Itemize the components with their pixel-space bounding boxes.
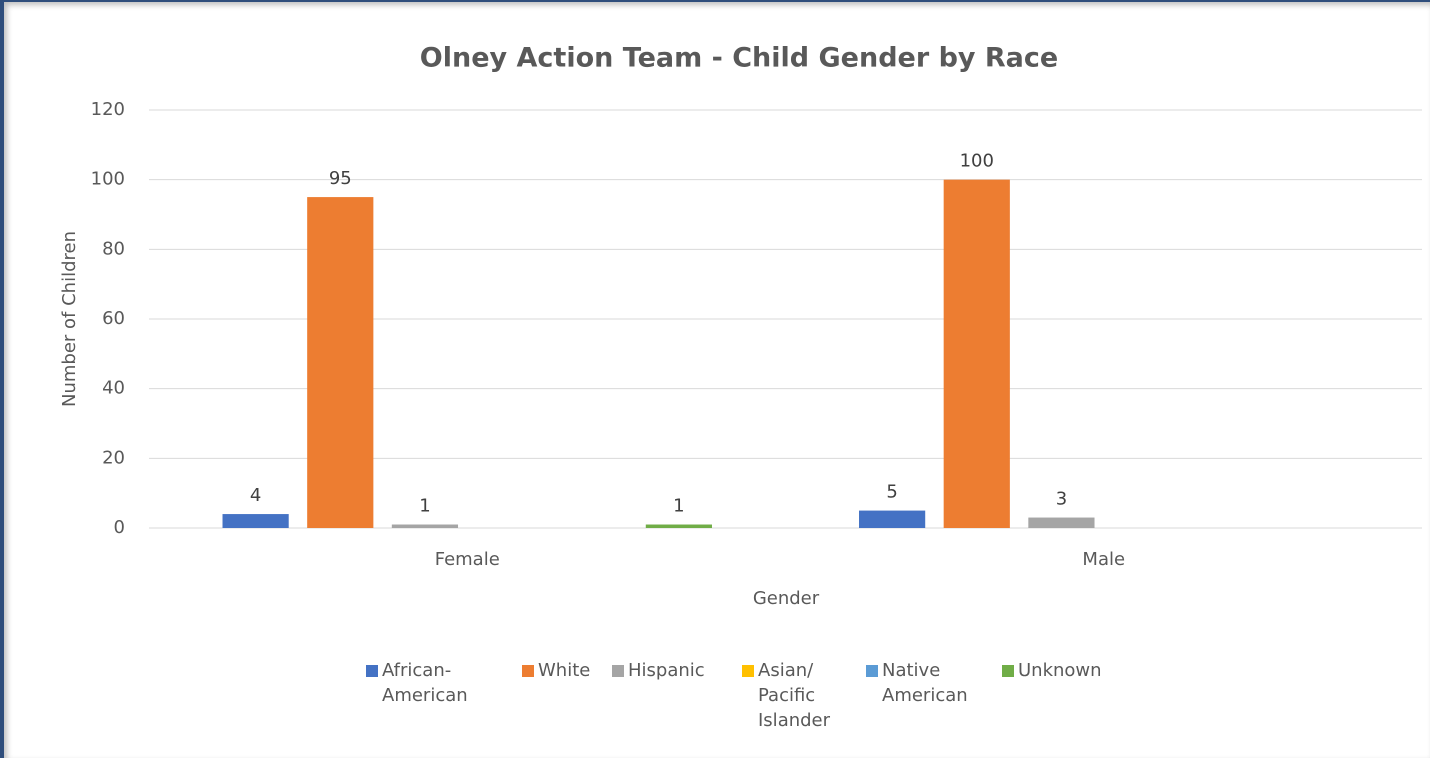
- legend-item: African-American: [366, 658, 482, 708]
- legend-label: Hispanic: [628, 660, 705, 681]
- legend-label: Unknown: [1018, 660, 1102, 681]
- legend-swatch: [1002, 665, 1014, 677]
- legend-label: African-American: [382, 660, 468, 706]
- bar: [943, 179, 1010, 528]
- data-label: 4: [250, 485, 261, 506]
- y-tick-label: 120: [91, 99, 125, 120]
- data-label: 95: [329, 168, 352, 189]
- data-label: 5: [886, 482, 897, 503]
- bar: [222, 514, 289, 528]
- data-label: 1: [673, 496, 684, 517]
- chart-title: Olney Action Team - Child Gender by Race: [420, 43, 1058, 74]
- y-tick-label: 0: [114, 517, 125, 538]
- data-label: 100: [960, 151, 994, 172]
- bar: [859, 510, 926, 528]
- legend-item: White: [522, 658, 638, 683]
- chart: Olney Action Team - Child Gender by Race…: [59, 43, 1422, 609]
- y-axis-title: Number of Children: [59, 231, 80, 407]
- legend-item: Native American: [866, 658, 982, 708]
- y-tick-label: 20: [102, 447, 125, 468]
- legend-swatch: [742, 665, 754, 677]
- bar: [1028, 517, 1095, 528]
- legend-swatch: [612, 665, 624, 677]
- data-label: 3: [1056, 489, 1067, 510]
- x-tick-label: Male: [1082, 549, 1125, 570]
- legend-label: White: [538, 660, 591, 681]
- legend-swatch: [866, 665, 878, 677]
- y-tick-label: 100: [91, 169, 125, 190]
- legend-item: Hispanic: [612, 658, 728, 683]
- bar: [391, 524, 459, 528]
- x-axis-title: Gender: [753, 588, 820, 609]
- legend-swatch: [522, 665, 534, 677]
- legend-item: Asian/ Pacific Islander: [742, 658, 858, 733]
- x-tick-label: Female: [435, 549, 500, 570]
- legend-label: Asian/ Pacific Islander: [758, 660, 831, 731]
- legend-swatch: [366, 665, 378, 677]
- data-label: 1: [419, 496, 430, 517]
- y-tick-label: 40: [102, 378, 125, 399]
- bar: [307, 197, 374, 529]
- legend-item: Unknown: [1002, 658, 1118, 683]
- y-tick-label: 80: [102, 238, 125, 259]
- legend-label: Native American: [882, 660, 968, 706]
- y-tick-label: 60: [102, 308, 125, 329]
- bar: [645, 524, 712, 528]
